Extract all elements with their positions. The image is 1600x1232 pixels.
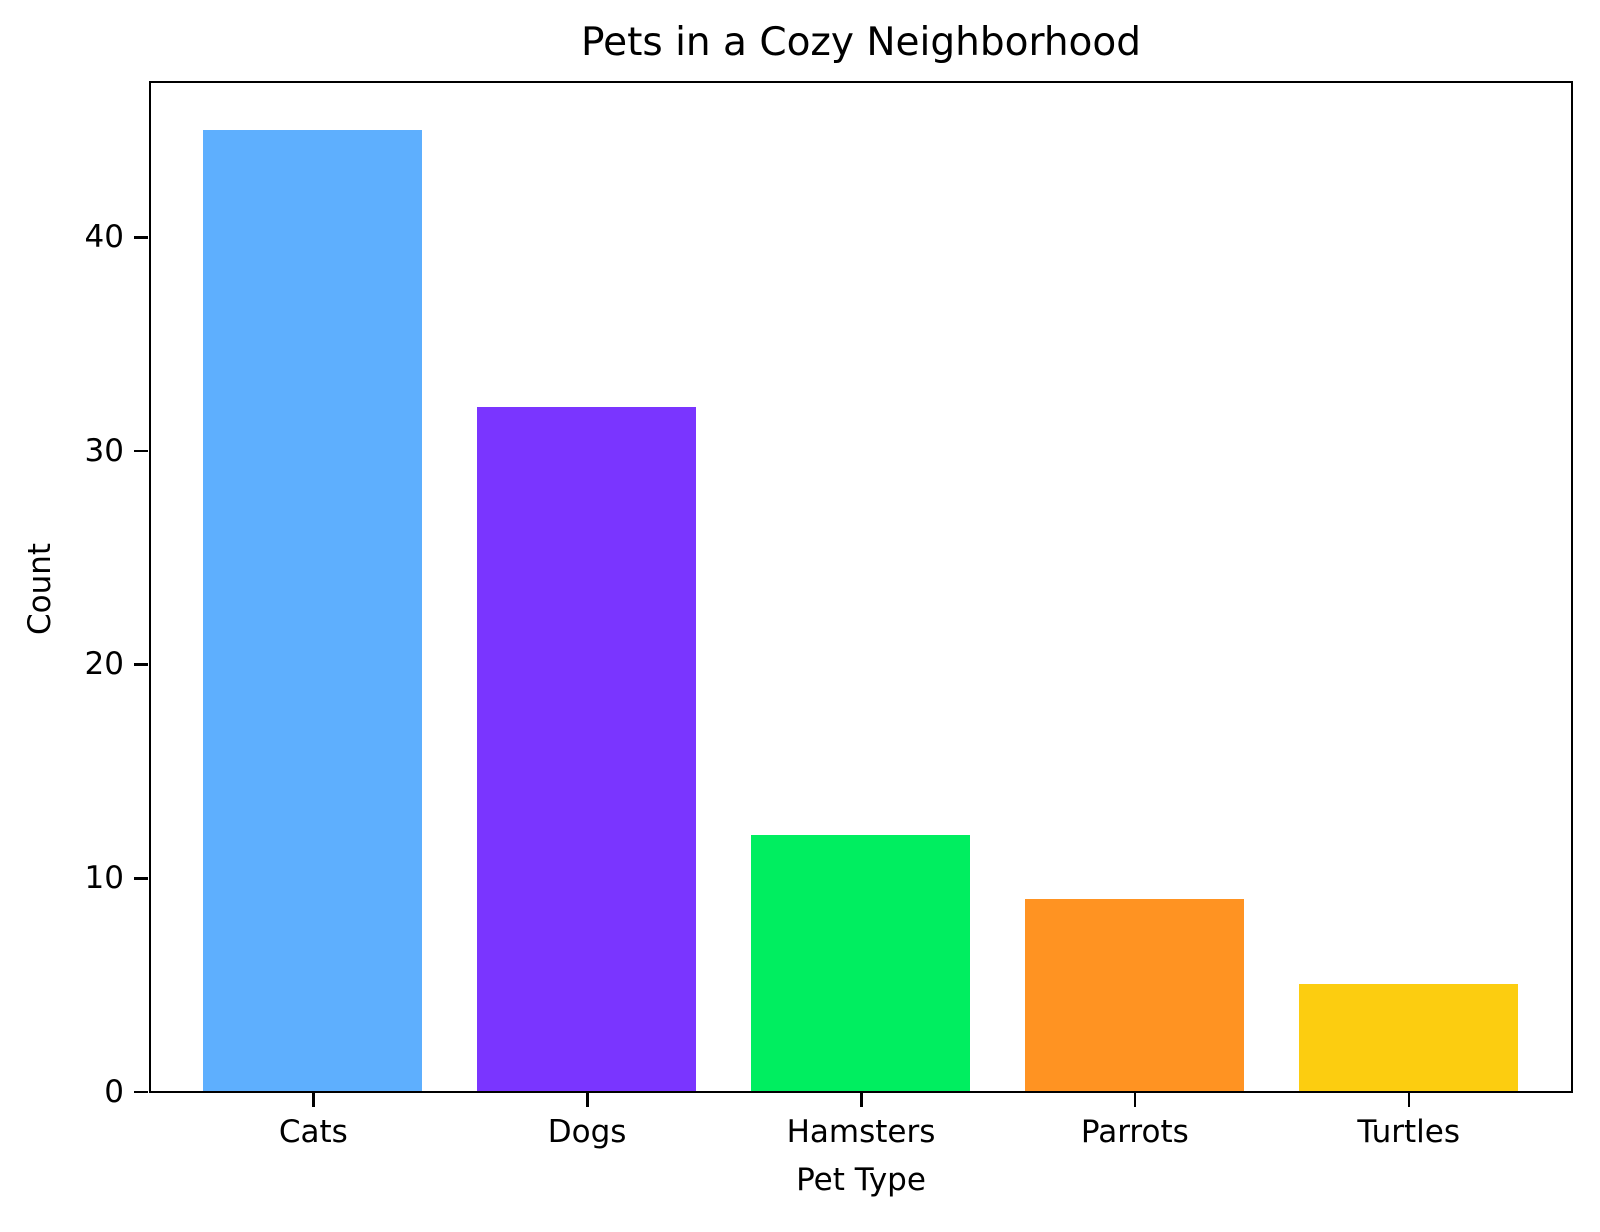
bar-parrots <box>1024 898 1244 1091</box>
bar-cats <box>203 129 423 1091</box>
y-tick-label: 30 <box>84 432 124 469</box>
y-tick-label: 0 <box>104 1073 124 1110</box>
bar-dogs <box>477 407 697 1091</box>
plot-area <box>149 81 1573 1093</box>
y-tick-mark <box>134 449 148 453</box>
x-tick-label: Hamsters <box>786 1114 936 1150</box>
chart-title: Pets in a Cozy Neighborhood <box>580 20 1142 65</box>
y-tick-mark <box>134 663 148 666</box>
x-tick-label: Cats <box>278 1114 348 1150</box>
x-tick-mark <box>860 1093 863 1107</box>
x-tick-label: Turtles <box>1357 1114 1460 1150</box>
x-tick-mark <box>1133 1093 1137 1107</box>
y-tick-label: 10 <box>84 860 124 897</box>
x-tick-mark <box>312 1093 315 1107</box>
y-tick-mark <box>134 1090 148 1094</box>
x-tick-mark <box>586 1093 589 1107</box>
x-tick-label: Dogs <box>547 1114 627 1150</box>
y-tick-mark <box>134 877 148 880</box>
y-tick-label: 40 <box>84 219 124 256</box>
x-tick-label: Parrots <box>1080 1114 1189 1150</box>
y-tick-mark <box>134 236 148 239</box>
bar-hamsters <box>750 834 971 1091</box>
y-tick-label: 20 <box>84 646 124 683</box>
x-tick-mark <box>1407 1093 1411 1107</box>
y-axis-label: Count <box>22 542 58 636</box>
x-axis-label: Pet Type <box>796 1162 926 1198</box>
bar-turtles <box>1298 984 1518 1091</box>
